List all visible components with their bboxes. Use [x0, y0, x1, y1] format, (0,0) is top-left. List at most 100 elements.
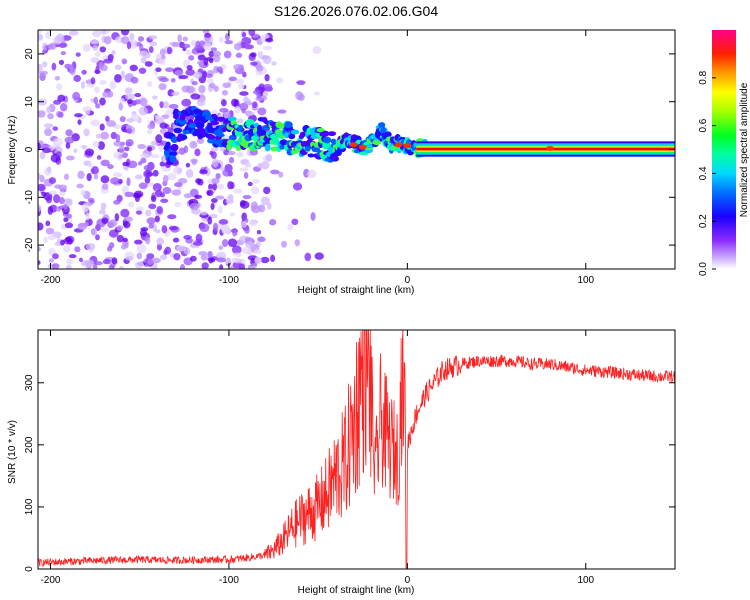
spectrogram-noise-cell	[195, 233, 203, 243]
spectrogram-noise-cell	[125, 141, 132, 147]
spectrogram-noise-cell	[158, 59, 166, 66]
spectrogram-noise-cell	[159, 161, 166, 167]
spectrogram-hot-spot	[403, 143, 412, 149]
spectrogram-noise-cell	[119, 97, 125, 104]
spectrogram-signal-cell	[322, 136, 332, 144]
spectrogram-noise-cell	[136, 252, 143, 260]
spectrogram-noise-cell	[99, 46, 107, 53]
spectrogram-noise-cell	[223, 112, 229, 120]
spectrogram-noise-cell	[96, 155, 102, 160]
spectrogram-noise-cell	[252, 101, 258, 109]
spectrogram-noise-cell	[74, 113, 83, 118]
spectrogram-noise-cell	[139, 43, 144, 52]
spectrogram-noise-cell	[154, 189, 163, 198]
spectrogram-noise-cell	[55, 151, 62, 159]
spectrogram-noise-cell	[144, 61, 153, 67]
spectrogram-noise-cell	[209, 213, 218, 219]
spectrogram-noise-cell	[81, 145, 88, 150]
spectrogram-noise-cell	[189, 255, 197, 262]
spectrogram-noise-cell	[245, 240, 254, 249]
spectrogram-noise-cell	[195, 40, 201, 48]
spectrogram-noise-cell	[126, 99, 133, 105]
spectrogram-signal-cell	[207, 134, 216, 140]
spectrogram-noise-cell	[199, 223, 210, 233]
spectrogram-noise-cell	[68, 30, 79, 36]
spectrogram-xtick-label: -200	[40, 275, 60, 286]
spectrogram-noise-cell	[182, 43, 191, 49]
spectrogram-noise-cell	[223, 50, 232, 59]
spectrogram-noise-cell	[262, 45, 273, 51]
spectrogram-noise-cell	[65, 142, 71, 149]
spectrogram-noise-cell	[185, 162, 191, 168]
spectrogram-noise-cell	[156, 243, 162, 251]
spectrogram-noise-cell	[42, 49, 47, 55]
spectrogram-noise-cell	[116, 225, 124, 231]
spectrogram-noise-cell	[147, 258, 154, 266]
spectrogram-noise-cell	[47, 205, 53, 215]
spectrogram-noise-cell	[230, 181, 235, 190]
spectrogram-signal-cell	[165, 141, 171, 148]
spectrogram-signal-cell	[237, 124, 244, 132]
spectrogram-noise-cell	[172, 237, 180, 243]
spectrogram-noise-cell	[42, 61, 48, 68]
spectrogram-noise-cell	[155, 229, 161, 234]
spectrogram-signal-cell	[188, 122, 197, 129]
spectrogram-noise-cell	[45, 220, 51, 227]
spectrogram-noise-cell	[201, 262, 209, 269]
spectrogram-noise-cell	[145, 236, 151, 245]
spectrogram-noise-cell	[111, 257, 118, 265]
spectrogram-noise-cell	[107, 90, 114, 98]
spectrogram-noise-cell	[155, 134, 163, 143]
spectrogram-noise-cell	[267, 202, 272, 210]
spectrogram-noise-cell	[60, 239, 65, 246]
spectrogram-noise-cell	[53, 35, 63, 45]
spectrogram-noise-cell	[152, 169, 159, 177]
spectrogram-noise-cell	[59, 103, 68, 112]
spectrogram-noise-cell	[94, 86, 100, 94]
colorbar-tick-label: 0.8	[698, 70, 709, 84]
spectrogram-noise-cell	[91, 166, 99, 175]
spectrogram-noise-cell	[199, 169, 208, 175]
spectrogram-noise-cell	[228, 76, 237, 82]
spectrogram-noise-cell	[243, 44, 254, 50]
spectrogram-noise-cell	[90, 228, 96, 236]
spectrogram-noise-cell	[147, 146, 153, 152]
spectrogram-ytick-label: 0	[24, 146, 35, 152]
spectrogram-noise-cell	[250, 61, 258, 66]
spectrogram-noise-cell	[135, 206, 144, 212]
spectrogram-noise-cell	[206, 189, 214, 197]
spectrogram-noise-cell	[168, 225, 179, 231]
spectrogram-noise-cell	[158, 77, 169, 83]
spectrogram-signal-cell	[171, 151, 178, 156]
spectrogram-noise-cell	[129, 32, 135, 41]
spectrogram-noise-cell	[207, 216, 213, 225]
spectrogram-noise-cell	[313, 91, 320, 96]
spectrogram-noise-cell	[110, 131, 118, 140]
spectrogram-signal-cell	[217, 133, 225, 138]
spectrogram-noise-cell	[205, 57, 214, 62]
spectrogram-signal-cell	[279, 139, 288, 146]
colorbar-ticks: 0.0 0.2 0.4 0.6 0.8	[698, 70, 716, 276]
spectrogram-noise-cell	[51, 263, 60, 269]
spectrogram-noise-cell	[66, 258, 74, 265]
spectrogram-noise-cell	[250, 205, 261, 214]
spectrogram-noise-cell	[199, 211, 208, 216]
spectrogram-noise-cell	[228, 156, 235, 164]
spectrogram-noise-cell	[155, 67, 162, 73]
spectrogram-noise-cell	[210, 151, 217, 159]
spectrogram-noise-cell	[198, 251, 208, 256]
spectrogram-noise-cell	[174, 69, 184, 76]
spectrogram-noise-cell	[43, 236, 48, 244]
spectrogram-noise-cell	[222, 169, 232, 177]
spectrogram-ytick-label: 10	[24, 96, 35, 108]
spectrogram-noise-cell	[260, 95, 268, 101]
spectrogram-noise-cell	[212, 222, 218, 232]
spectrogram-noise-cell	[58, 184, 68, 191]
spectrogram-noise-cell	[101, 183, 109, 190]
spectrogram-xtick-label: 0	[405, 275, 411, 286]
spectrogram-signal-cell	[210, 120, 220, 126]
spectrogram-noise-cell	[113, 199, 121, 205]
spectrogram-noise-cell	[60, 51, 67, 56]
spectrogram-noise-cell	[95, 133, 102, 139]
